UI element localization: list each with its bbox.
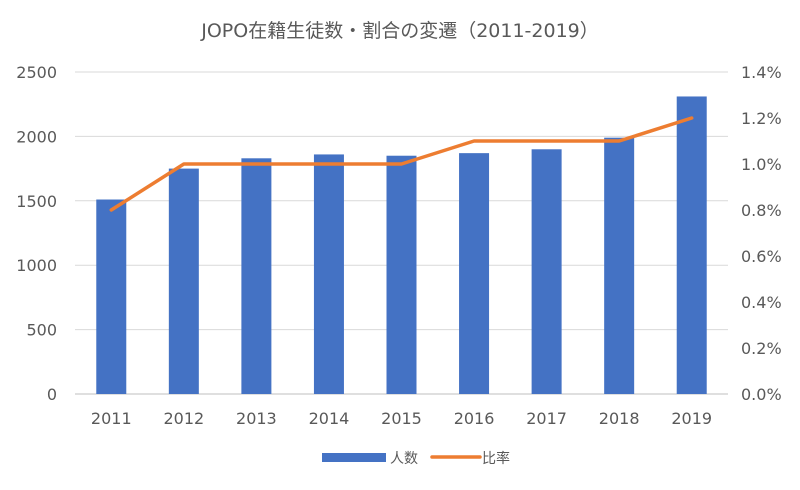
bar (459, 153, 490, 394)
right-axis: 0.0% 0.2% 0.4% 0.6% 0.8% 1.0% 1.2% 1.4% (741, 63, 782, 404)
y-right-tick-label: 0.8% (741, 201, 782, 220)
bar (386, 155, 417, 394)
x-tick-label: 2016 (454, 409, 495, 428)
y-left-tick-label: 2500 (16, 63, 57, 82)
bar-series (96, 96, 707, 395)
legend-label-bar: 人数 (390, 451, 418, 467)
y-left-tick-label: 500 (26, 321, 57, 340)
bar (168, 168, 199, 394)
y-right-tick-label: 1.2% (741, 109, 782, 128)
line-series (109, 116, 694, 212)
bar (531, 149, 562, 394)
x-tick-label: 2014 (309, 409, 350, 428)
y-right-tick-label: 0.4% (741, 293, 782, 312)
y-right-tick-label: 0.2% (741, 339, 782, 358)
y-right-tick-label: 0.6% (741, 247, 782, 266)
y-right-tick-label: 1.0% (741, 155, 782, 174)
legend-swatch-bar (322, 453, 386, 462)
legend: 人数 比率 (322, 450, 510, 467)
legend-label-line: 比率 (482, 450, 510, 467)
bar (313, 154, 344, 394)
left-axis: 0 500 1000 1500 2000 2500 (16, 63, 57, 404)
x-tick-label: 2011 (91, 409, 132, 428)
bar (96, 199, 127, 394)
x-tick-label: 2017 (526, 409, 567, 428)
y-left-tick-label: 2000 (16, 127, 57, 146)
x-tick-label: 2019 (671, 409, 712, 428)
bar (241, 158, 272, 394)
y-left-tick-label: 0 (47, 385, 57, 404)
ratio-line (109, 116, 694, 212)
bar (604, 137, 635, 395)
y-right-tick-label: 0.0% (741, 385, 782, 404)
y-left-tick-label: 1500 (16, 192, 57, 211)
x-tick-label: 2018 (599, 409, 640, 428)
y-left-tick-label: 1000 (16, 256, 57, 275)
x-axis: 2011 2012 2013 2014 2015 2016 2017 2018 2019 (91, 409, 712, 428)
x-tick-label: 2013 (236, 409, 277, 428)
y-right-tick-label: 1.4% (741, 63, 782, 82)
bar (676, 96, 707, 395)
x-tick-label: 2015 (381, 409, 422, 428)
chart-title: JOPO在籍生徒数・割合の変遷（2011-2019） (200, 20, 599, 42)
x-tick-label: 2012 (163, 409, 204, 428)
